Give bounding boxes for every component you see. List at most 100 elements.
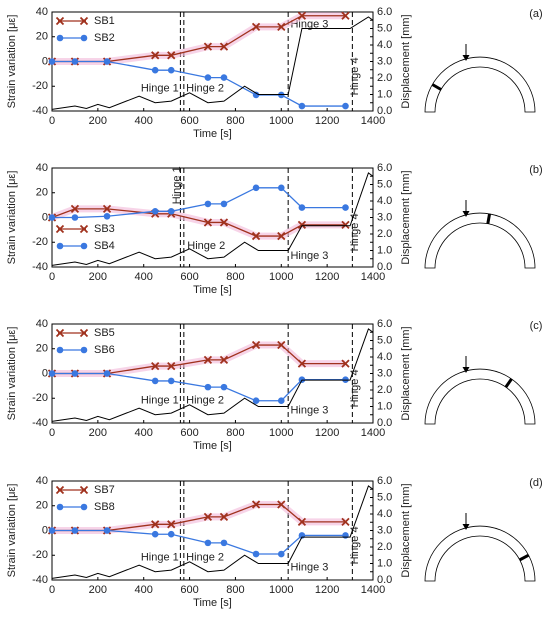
hinge-label: Hinge 3 bbox=[290, 250, 328, 262]
legend-marker bbox=[80, 503, 88, 511]
load-arrow-head bbox=[462, 524, 470, 530]
x-tick-label: 200 bbox=[89, 115, 107, 127]
series-line bbox=[52, 187, 346, 219]
x-tick-label: 600 bbox=[180, 271, 198, 283]
marker bbox=[252, 397, 260, 405]
legend-marker bbox=[55, 224, 65, 234]
marker bbox=[151, 377, 159, 385]
hinge-label: Hinge 4 bbox=[349, 213, 361, 251]
x-axis-label: Time [s] bbox=[193, 597, 232, 609]
hinge-label: Hinge 2 bbox=[186, 83, 224, 95]
marker bbox=[71, 214, 79, 221]
marker bbox=[204, 539, 212, 547]
x-tick-label: 1400 bbox=[361, 115, 385, 127]
hinge-label: Hinge 1 bbox=[171, 166, 183, 204]
load-arrow-head bbox=[462, 367, 470, 373]
marker bbox=[251, 22, 261, 31]
marker bbox=[219, 42, 229, 51]
marker bbox=[203, 512, 213, 522]
marker bbox=[167, 530, 175, 538]
marker bbox=[167, 208, 175, 215]
legend-marker bbox=[80, 346, 88, 354]
y2-tick-label: 3.0 bbox=[377, 524, 392, 536]
x-tick-label: 1000 bbox=[269, 115, 293, 127]
x-tick-label: 400 bbox=[135, 427, 153, 439]
hinge-label: Hinge 3 bbox=[290, 562, 328, 574]
x-tick-label: 1200 bbox=[315, 584, 339, 596]
y-tick-label: 40 bbox=[36, 162, 48, 174]
legend-label: SB4 bbox=[94, 240, 115, 252]
legend-label: SB1 bbox=[94, 15, 115, 27]
marker bbox=[298, 102, 306, 110]
marker bbox=[251, 231, 261, 241]
x-tick-label: 200 bbox=[89, 584, 107, 596]
legend-label: SB8 bbox=[94, 501, 115, 513]
marker bbox=[220, 539, 228, 547]
y2-tick-label: 3.0 bbox=[377, 55, 392, 67]
x-tick-label: 600 bbox=[180, 427, 198, 439]
y-tick-label: 40 bbox=[36, 475, 48, 487]
marker bbox=[204, 200, 212, 208]
x-tick-label: 0 bbox=[49, 584, 55, 596]
sensor-mark bbox=[504, 378, 513, 388]
marker bbox=[203, 42, 213, 51]
marker bbox=[277, 22, 286, 31]
marker bbox=[48, 527, 56, 534]
legend-label: SB2 bbox=[94, 32, 115, 44]
marker bbox=[219, 512, 229, 522]
y2-tick-label: 6.0 bbox=[377, 475, 392, 487]
x-tick-label: 1400 bbox=[361, 584, 385, 596]
marker bbox=[167, 66, 175, 74]
marker bbox=[252, 91, 260, 99]
y-tick-label: -40 bbox=[32, 417, 48, 429]
x-tick-label: 800 bbox=[226, 584, 244, 596]
legend-label: SB3 bbox=[94, 223, 115, 235]
hinge-label: Hinge 1 bbox=[141, 552, 179, 564]
y-tick-label: 20 bbox=[36, 187, 48, 199]
load-arrow-head bbox=[462, 55, 470, 61]
legend-marker bbox=[55, 485, 65, 495]
y2-tick-label: 1.0 bbox=[377, 244, 392, 256]
y-tick-label: -20 bbox=[32, 80, 48, 92]
x-tick-label: 1200 bbox=[315, 271, 339, 283]
marker bbox=[297, 220, 307, 230]
marker bbox=[341, 220, 350, 230]
x-tick-label: 1200 bbox=[315, 115, 339, 127]
marker bbox=[48, 214, 56, 221]
marker bbox=[151, 520, 160, 529]
y-tick-label: 0 bbox=[42, 211, 48, 223]
legend-marker bbox=[80, 34, 88, 42]
marker bbox=[204, 74, 212, 81]
x-tick-label: 600 bbox=[180, 584, 198, 596]
y-axis-label: Strain variation [με] bbox=[6, 15, 18, 109]
legend-marker bbox=[56, 346, 64, 354]
marker bbox=[277, 184, 285, 192]
hinge-label: Hinge 4 bbox=[349, 526, 361, 564]
sensor-mark bbox=[431, 83, 442, 91]
legend-marker bbox=[56, 34, 64, 42]
y2-tick-label: 2.0 bbox=[377, 72, 392, 84]
y2-tick-label: 2.0 bbox=[377, 541, 392, 553]
marker bbox=[48, 58, 56, 65]
marker bbox=[103, 58, 111, 65]
marker bbox=[204, 383, 212, 391]
y-tick-label: -20 bbox=[32, 236, 48, 248]
x-tick-label: 400 bbox=[135, 584, 153, 596]
marker bbox=[220, 200, 228, 208]
sensor-mark bbox=[519, 553, 530, 562]
y2-tick-label: 5.0 bbox=[377, 178, 392, 190]
marker bbox=[151, 51, 160, 60]
y2-tick-label: 0.0 bbox=[377, 105, 392, 117]
marker bbox=[341, 517, 350, 526]
marker bbox=[71, 527, 79, 534]
marker bbox=[277, 231, 286, 241]
marker bbox=[167, 51, 176, 60]
y2-tick-label: 1.0 bbox=[377, 88, 392, 100]
marker bbox=[167, 520, 176, 529]
y2-axis-label: Displacement [mm] bbox=[400, 326, 412, 420]
y2-tick-label: 2.0 bbox=[377, 384, 392, 396]
y-tick-label: -20 bbox=[32, 392, 48, 404]
panel-label: (a) bbox=[529, 8, 542, 20]
y2-axis-label: Displacement [mm] bbox=[400, 170, 412, 264]
x-tick-label: 400 bbox=[135, 271, 153, 283]
